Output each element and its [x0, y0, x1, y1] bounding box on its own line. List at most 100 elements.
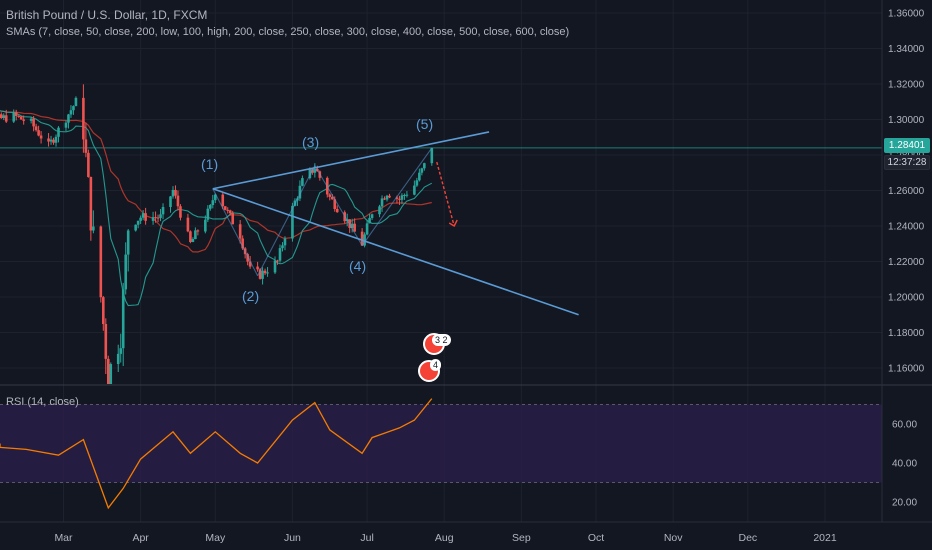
candle-body [47, 138, 50, 142]
wave-connector [361, 147, 433, 246]
candle-body [298, 185, 302, 199]
trendlines[interactable] [212, 131, 579, 316]
candle-body [330, 196, 334, 200]
rsi-band [0, 404, 882, 483]
rsi-tick-label: 20.00 [892, 498, 917, 509]
price-tick-label: 1.32000 [888, 80, 925, 91]
candle-body [2, 115, 6, 119]
candle-body [174, 189, 177, 196]
candle-body [238, 224, 242, 239]
candle-body [116, 353, 120, 365]
candle-body [49, 139, 53, 142]
sma-line [0, 110, 433, 307]
candle-body [204, 219, 207, 232]
candle-body [22, 119, 25, 121]
candle-body [403, 194, 406, 196]
sma-legend[interactable]: SMAs (7, close, 50, close, 200, low, 100… [6, 26, 570, 38]
candle-body [156, 217, 160, 219]
candle-body [423, 163, 426, 169]
candle-body [378, 206, 381, 215]
wave-label-5[interactable]: (5) [416, 116, 434, 132]
candle-body [333, 199, 337, 209]
price-tick-label: 1.26000 [888, 186, 925, 197]
candle-body [335, 208, 339, 213]
candle-body [248, 261, 252, 267]
candle-body [194, 230, 197, 240]
candle-body [4, 115, 8, 122]
candle-body [121, 289, 125, 349]
forecast-arrow [436, 161, 455, 227]
candle-body [87, 152, 90, 177]
trendline [212, 187, 579, 316]
candle-body [228, 210, 232, 214]
candle-body [365, 223, 369, 235]
candle-body [74, 97, 78, 107]
candle-body [353, 223, 356, 232]
candle-body [385, 195, 389, 200]
chart-title[interactable]: British Pound / U.S. Dollar, 1D, FXCM [6, 8, 208, 22]
candle-body [246, 254, 249, 262]
candle-body [276, 260, 279, 262]
rsi-tick-label: 40.00 [892, 459, 917, 470]
wave-label-3[interactable]: (3) [302, 134, 320, 150]
time-tick-label: Jul [360, 532, 373, 544]
candle-body [176, 195, 180, 207]
candle-body [363, 234, 366, 246]
price-tick-label: 1.18000 [888, 328, 925, 339]
candle-body [119, 348, 123, 354]
candle-body [169, 196, 172, 208]
time-tick-label: Aug [435, 532, 454, 544]
price-tick-label: 1.34000 [888, 44, 925, 55]
candle-body [161, 207, 165, 215]
candle-body [39, 135, 43, 139]
time-tick-label: Sep [512, 532, 531, 544]
forecast-arrowhead [448, 219, 458, 227]
time-tick-label: Dec [739, 532, 758, 544]
candle-body [67, 114, 70, 123]
time-tick-label: Jun [284, 532, 301, 544]
candle-body [350, 223, 354, 228]
time-tick-label: 2021 [813, 532, 837, 544]
time-tick-label: Oct [588, 532, 604, 544]
candle-body [12, 112, 16, 122]
price-tick-label: 1.36000 [888, 9, 925, 20]
candle-body [102, 297, 105, 324]
candle-body [231, 213, 235, 225]
rsi-pane[interactable] [0, 398, 433, 510]
rsi-legend[interactable]: RSI (14, close) [6, 396, 79, 408]
candle-body [72, 106, 75, 111]
price-tick-label: 1.22000 [888, 257, 925, 268]
candle-body [191, 239, 195, 243]
price-tick-label: 1.30000 [888, 115, 925, 126]
candle-body [418, 172, 421, 181]
candle-body [283, 238, 287, 246]
wave-label-2[interactable]: (2) [242, 288, 260, 304]
candle-body [209, 205, 212, 209]
countdown-tag: 12:37:28 [884, 155, 930, 170]
candle-body [92, 226, 95, 231]
candle-body [54, 136, 58, 143]
candle-body [223, 206, 227, 210]
rsi-tick-label: 60.00 [892, 420, 917, 431]
candle-body [258, 269, 262, 279]
candle-body [171, 189, 175, 197]
candle-body [400, 195, 404, 200]
candle-body [159, 214, 162, 218]
candle-body [136, 220, 140, 225]
candle-body [301, 178, 304, 186]
candle-body [104, 323, 108, 359]
wave-connector [212, 188, 259, 276]
candle-body [360, 231, 364, 246]
price-tick-label: 1.16000 [888, 364, 925, 375]
wave-label-4[interactable]: (4) [349, 258, 367, 274]
candle-body [413, 185, 416, 195]
time-tick-label: May [205, 532, 226, 544]
candles[interactable] [0, 84, 434, 384]
candle-body [420, 168, 424, 173]
time-tick-label: Mar [54, 532, 73, 544]
candle-body [37, 130, 40, 136]
candle-body [17, 115, 20, 117]
wave-label-1[interactable]: (1) [201, 156, 219, 172]
candle-body [308, 169, 312, 179]
